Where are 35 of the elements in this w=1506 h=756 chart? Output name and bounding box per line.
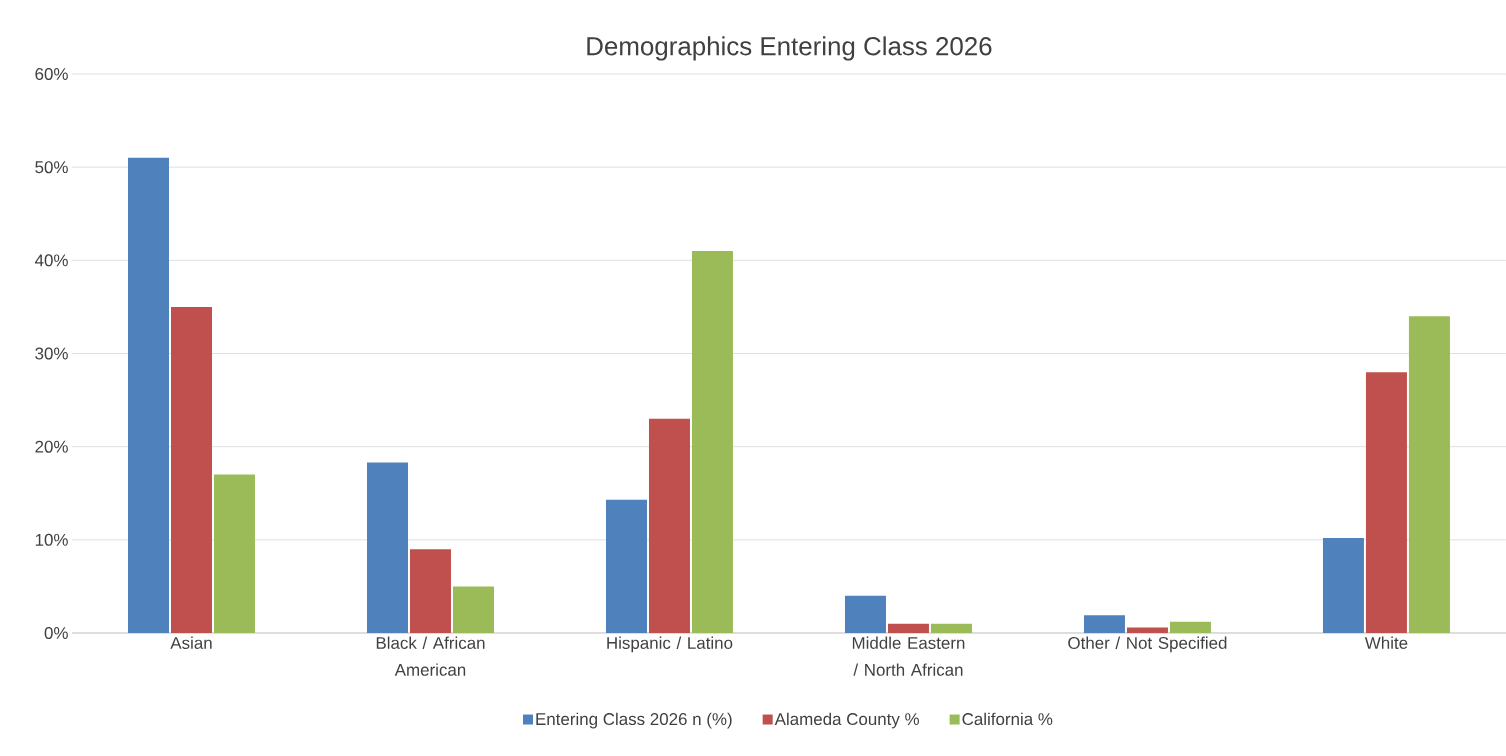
x-tick-label: Hispanic / Latino: [607, 636, 733, 653]
legend-label: Alameda County %: [774, 712, 920, 729]
bar: [1169, 621, 1211, 633]
x-tick-label: Other / Not Specified: [1068, 636, 1227, 653]
bar: [1126, 627, 1168, 633]
legend-label: Entering Class 2026 n (%): [536, 712, 732, 729]
y-tick-label: 40%: [34, 254, 68, 267]
y-tick-label: 0%: [44, 627, 68, 639]
bar: [844, 595, 886, 633]
bar: [366, 462, 408, 633]
bar: [409, 549, 451, 633]
bar: [887, 623, 929, 633]
y-tick-label: 10%: [35, 533, 68, 546]
bar: [171, 306, 212, 633]
y-tick-label: 50%: [35, 161, 68, 174]
bar: [1322, 537, 1364, 633]
y-tick-label: 30%: [35, 347, 68, 360]
x-tick-label: Asian: [170, 636, 212, 649]
bar: [648, 418, 690, 633]
bar: [452, 586, 494, 633]
y-tick-label: 20%: [35, 440, 68, 453]
x-tick-label: Middle Eastern / North African: [852, 636, 965, 676]
bar: [1365, 372, 1407, 633]
chart-title: Demographics Entering Class 2026: [587, 36, 992, 61]
y-tick-label: 60%: [35, 68, 68, 80]
bar: [605, 499, 647, 633]
x-tick-label: White: [1364, 636, 1408, 649]
bar: [1083, 615, 1125, 633]
bar: [213, 474, 255, 633]
x-tick-label: Black / African American: [376, 636, 485, 676]
bar: [930, 623, 972, 633]
legend-label: California %: [962, 712, 1053, 726]
bar: [128, 157, 169, 633]
bar: [1408, 316, 1450, 633]
bar: [691, 251, 733, 633]
